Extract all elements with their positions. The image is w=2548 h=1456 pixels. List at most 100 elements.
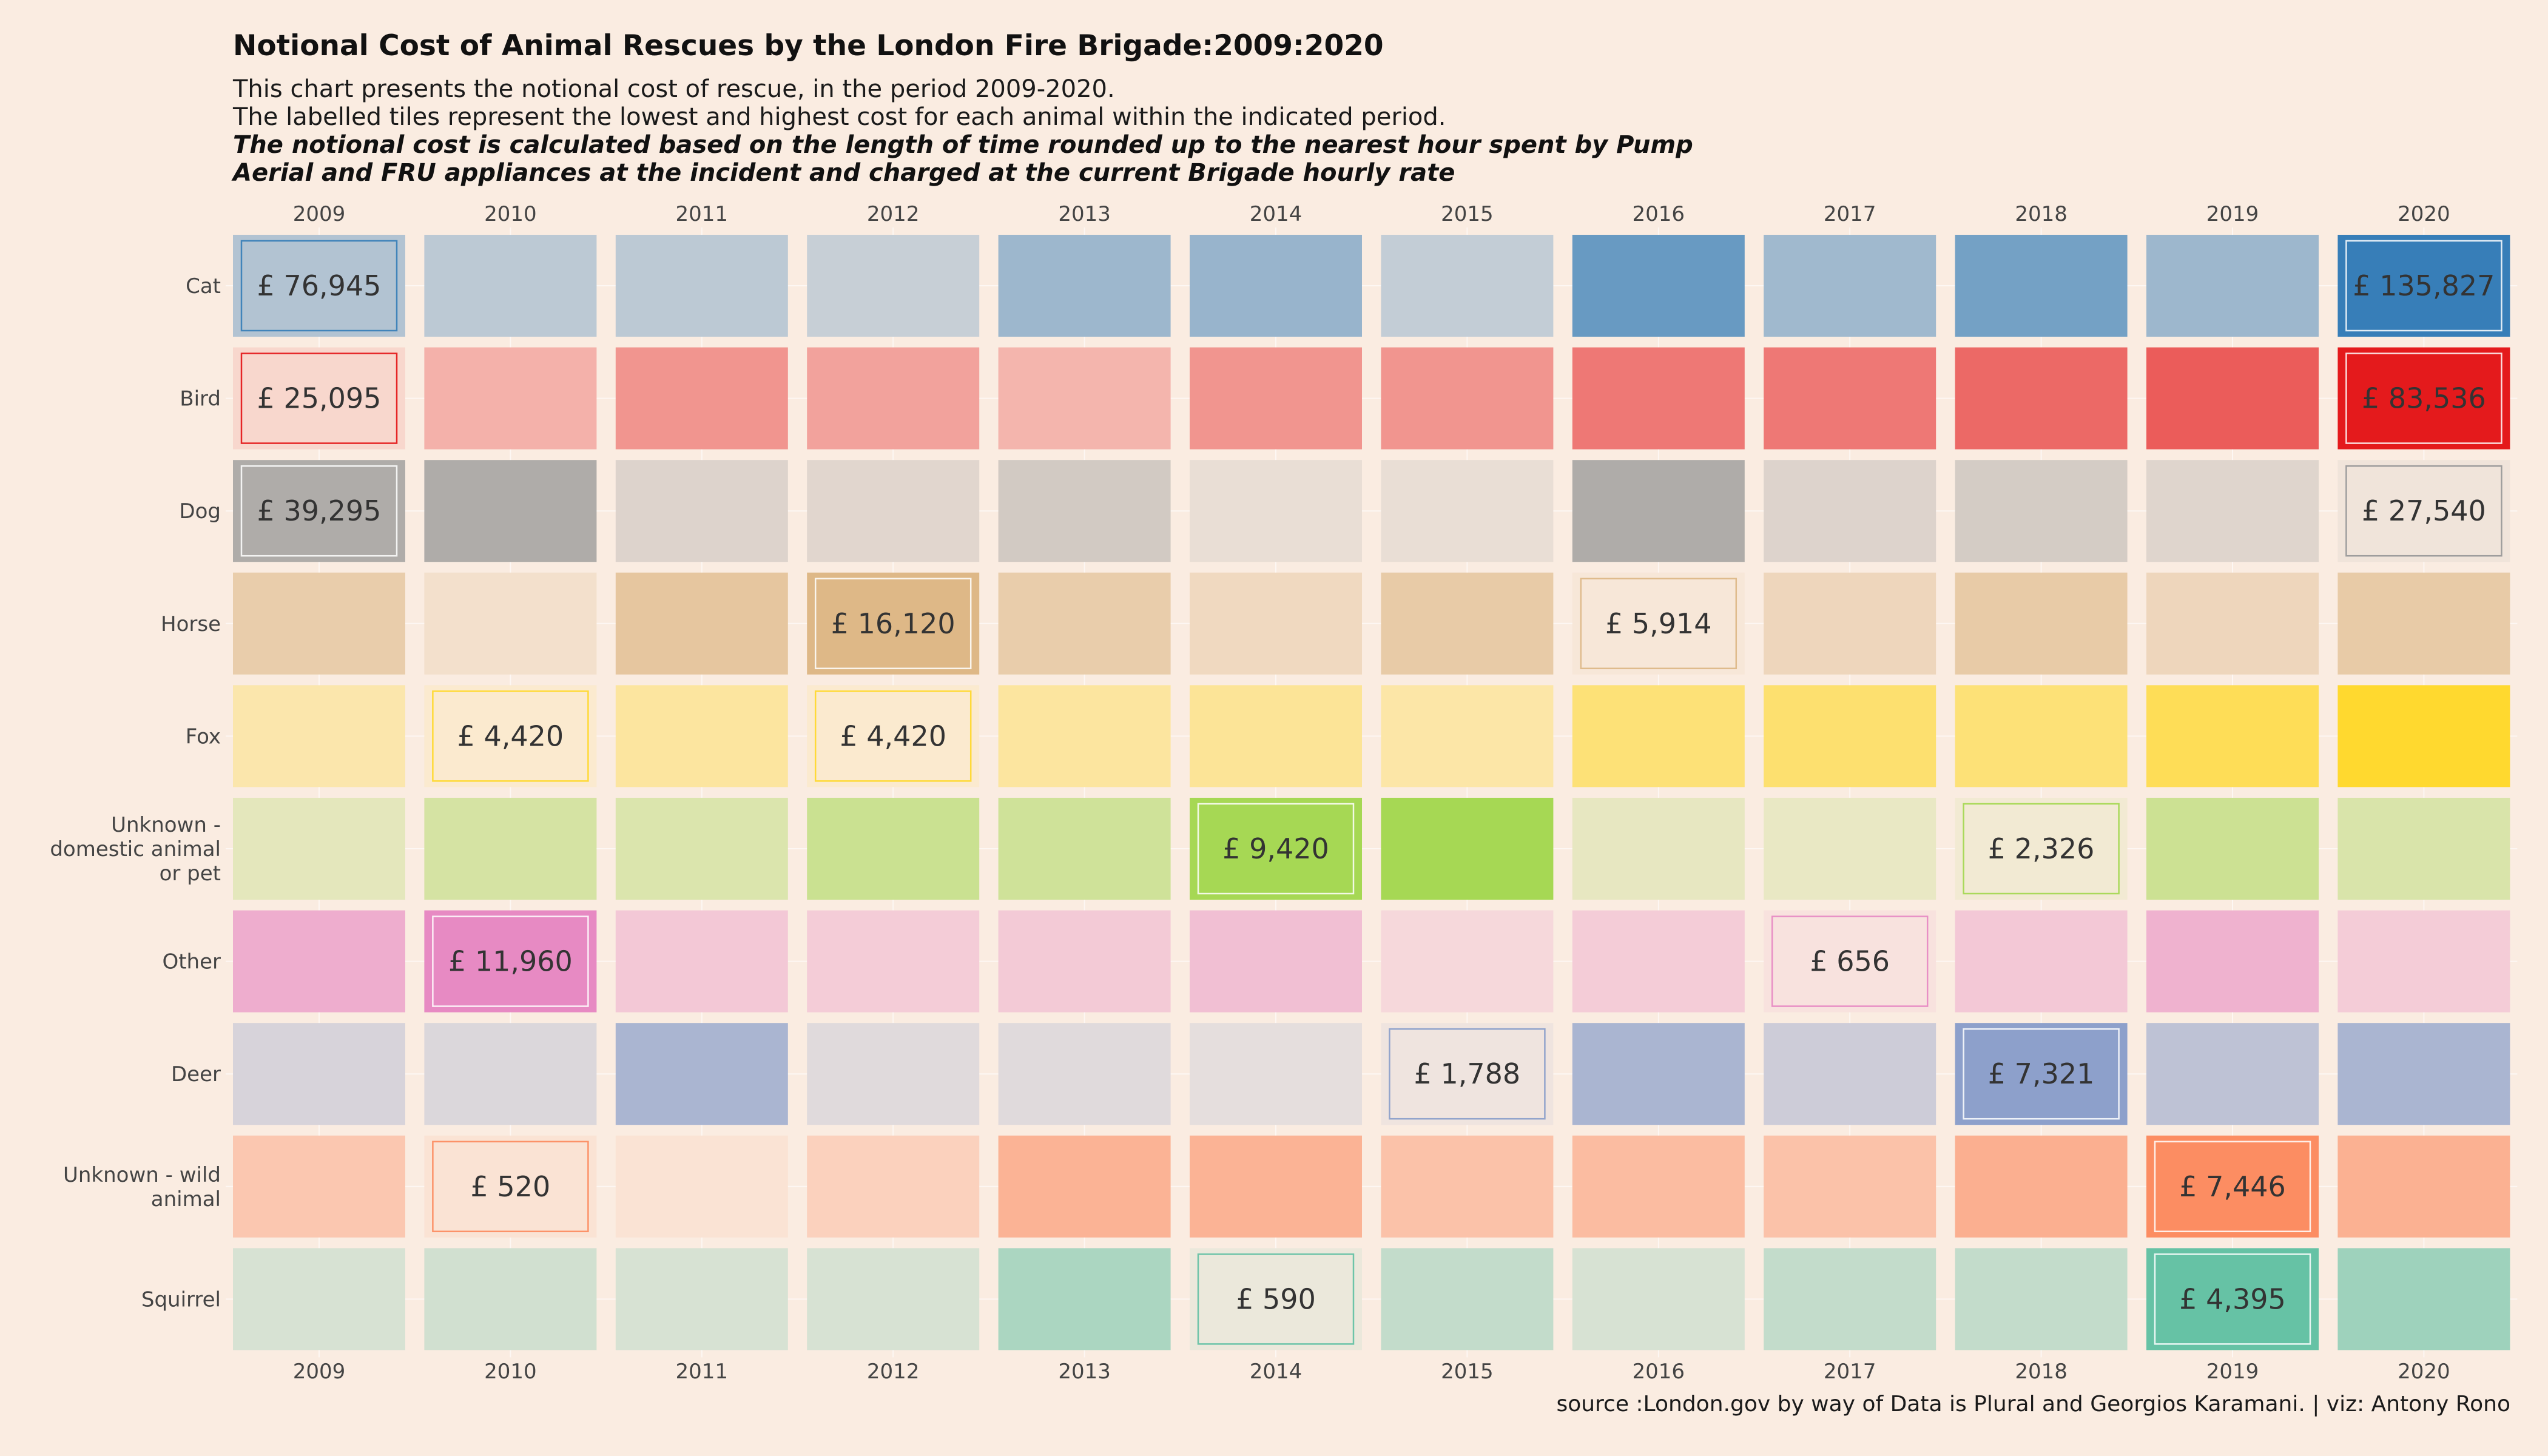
heatmap-tile — [2337, 685, 2510, 787]
heatmap-tile — [615, 1023, 788, 1125]
heatmap-tile — [1190, 1023, 1362, 1125]
chart-subtitle-line-1: This chart presents the notional cost of… — [233, 75, 1115, 103]
tile-value-label: £ 27,540 — [2362, 494, 2486, 527]
heatmap-tile — [233, 460, 405, 562]
heatmap-tile — [1955, 1248, 2128, 1350]
heatmap-tile — [1955, 572, 2128, 675]
tile-label-box — [2345, 352, 2502, 444]
heatmap-tile — [2146, 347, 2319, 450]
heatmap-tile — [1572, 235, 1745, 337]
x-tick-label-bottom: 2016 — [1633, 1360, 1685, 1384]
heatmap-tile — [2337, 1248, 2510, 1350]
y-tick-label-line: Squirrel — [141, 1287, 221, 1312]
tile-label-box — [814, 578, 972, 670]
heatmap-tile — [2337, 910, 2510, 1013]
tile-value-label: £ 39,295 — [257, 494, 382, 527]
heatmap-tile — [998, 347, 1171, 450]
tile-label-box — [1389, 1028, 1546, 1120]
x-tick-label-top: 2016 — [1633, 202, 1685, 226]
tile-value-label: £ 520 — [471, 1170, 551, 1203]
x-tick-label-top: 2014 — [1250, 202, 1303, 226]
heatmap-tile — [424, 798, 597, 900]
tile-label-box — [240, 240, 398, 332]
heatmap-tile — [1572, 1248, 1745, 1350]
heatmap-tile — [1955, 235, 2128, 337]
x-tick-label-bottom: 2012 — [867, 1360, 920, 1384]
y-tick-label: Dog — [179, 499, 221, 524]
tile-label-box — [1197, 803, 1355, 895]
heatmap-tile — [424, 910, 597, 1013]
y-tick-label-line: or pet — [160, 861, 221, 886]
heatmap-tile — [424, 460, 597, 562]
x-tick-label-top: 2018 — [2015, 202, 2068, 226]
tile-label-box — [432, 690, 589, 782]
tile-label-box — [1963, 803, 2120, 895]
tile-label-box — [2154, 1253, 2311, 1345]
heatmap-tile — [1381, 347, 1554, 450]
tile-value-label: £ 4,420 — [840, 720, 946, 752]
y-tick-label-line: Other — [162, 950, 221, 974]
heatmap-tile — [1190, 1248, 1362, 1350]
heatmap-tile — [1764, 1023, 1936, 1125]
heatmap-tile — [1955, 460, 2128, 562]
x-tick-label-bottom: 2010 — [484, 1360, 537, 1384]
heatmap-tile — [1381, 572, 1554, 675]
y-tick-label-line: Fox — [186, 724, 221, 749]
heatmap-tile — [2146, 910, 2319, 1013]
heatmap-tile — [1764, 685, 1936, 787]
heatmap-tile — [2337, 1135, 2510, 1238]
y-tick-label: Horse — [161, 612, 221, 636]
heatmap-tile — [807, 1248, 980, 1350]
heatmap-tile — [1764, 910, 1936, 1013]
x-tick-label-bottom: 2009 — [293, 1360, 346, 1384]
x-tick-label-bottom: 2017 — [1824, 1360, 1876, 1384]
heatmap-tile — [1190, 460, 1362, 562]
heatmap-tile — [807, 1023, 980, 1125]
heatmap-tile — [1190, 1135, 1362, 1238]
tile-value-label: £ 2,326 — [1988, 832, 2095, 865]
tile-value-label: £ 5,914 — [1605, 607, 1712, 640]
tile-value-label: £ 7,321 — [1988, 1057, 2095, 1090]
chart-caption: source :London.gov by way of Data is Plu… — [1556, 1392, 2510, 1417]
tile-value-label: £ 11,960 — [448, 945, 573, 978]
y-tick-label-line: Deer — [171, 1062, 221, 1087]
x-tick-label-top: 2012 — [867, 202, 920, 226]
heatmap-tile — [807, 460, 980, 562]
tile-value-label: £ 590 — [1236, 1282, 1316, 1315]
heatmap-tile — [233, 235, 405, 337]
heatmap-tile — [233, 1135, 405, 1238]
heatmap-tile — [1381, 1248, 1554, 1350]
heatmap-tile — [1190, 910, 1362, 1013]
heatmap-tile — [1572, 685, 1745, 787]
y-tick-label-line: animal — [151, 1187, 221, 1212]
tile-label-box — [1580, 578, 1737, 670]
x-tick-label-top: 2017 — [1824, 202, 1876, 226]
heatmap-tile — [233, 347, 405, 450]
x-tick-label-top: 2010 — [484, 202, 537, 226]
heatmap-tile — [2146, 1248, 2319, 1350]
y-tick-label: Cat — [186, 274, 221, 298]
heatmap-tile — [1572, 347, 1745, 450]
heatmap-tile — [233, 1023, 405, 1125]
heatmap-tile — [807, 1135, 980, 1238]
x-tick-label-bottom: 2020 — [2398, 1360, 2450, 1384]
tile-value-label: £ 25,095 — [257, 382, 382, 415]
heatmap-tile — [998, 798, 1171, 900]
heatmap-tile — [233, 1248, 405, 1350]
heatmap-tile — [233, 685, 405, 787]
heatmap-tile — [1764, 1135, 1936, 1238]
tile-label-box — [1963, 1028, 2120, 1120]
chart-note-line-1: The notional cost is calculated based on… — [233, 131, 1693, 159]
y-tick-label: Squirrel — [141, 1287, 221, 1312]
x-tick-label-top: 2015 — [1441, 202, 1494, 226]
heatmap-tile — [1381, 910, 1554, 1013]
x-tick-label-top: 2011 — [676, 202, 729, 226]
tile-value-label: £ 83,536 — [2362, 382, 2486, 415]
y-tick-label: Fox — [186, 724, 221, 749]
heatmap-tile — [1381, 460, 1554, 562]
heatmap-tile — [1381, 235, 1554, 337]
heatmap-tile — [1190, 347, 1362, 450]
x-tick-label-bottom: 2015 — [1441, 1360, 1494, 1384]
y-tick-label: Other — [162, 950, 221, 974]
